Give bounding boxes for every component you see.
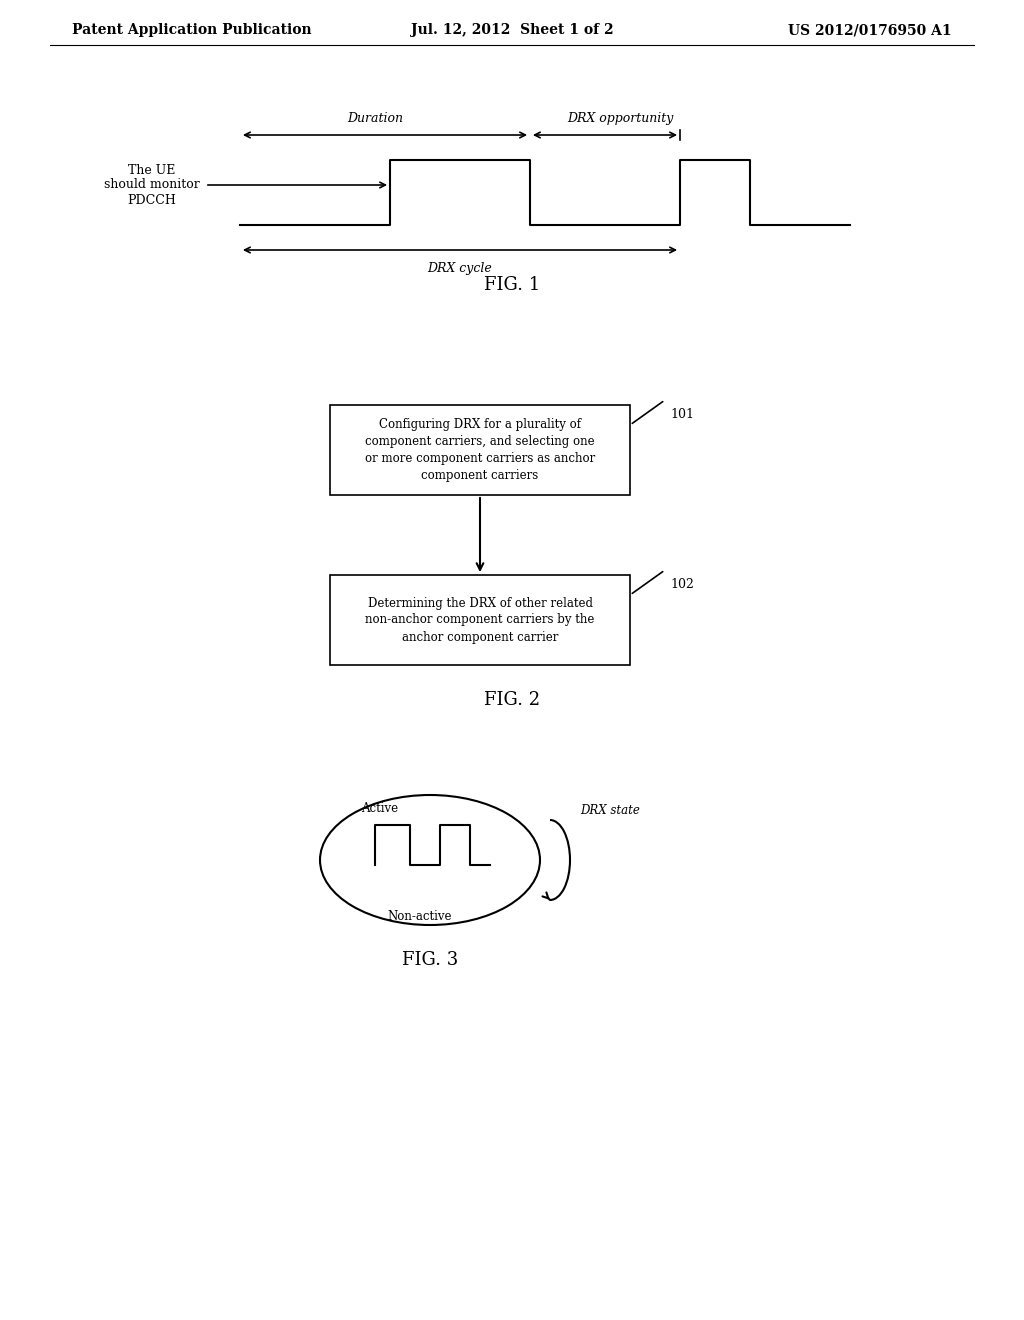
Text: Non-active: Non-active [388,909,453,923]
Text: US 2012/0176950 A1: US 2012/0176950 A1 [788,22,952,37]
Text: 101: 101 [670,408,694,421]
Text: Patent Application Publication: Patent Application Publication [72,22,311,37]
FancyBboxPatch shape [330,405,630,495]
Text: Determining the DRX of other related
non-anchor component carriers by the
anchor: Determining the DRX of other related non… [366,597,595,644]
Text: Duration: Duration [347,112,403,125]
Text: The UE
should monitor
PDCCH: The UE should monitor PDCCH [104,164,200,206]
Text: Active: Active [361,803,398,814]
Text: DRX cycle: DRX cycle [428,261,493,275]
Text: FIG. 3: FIG. 3 [401,950,458,969]
Text: Jul. 12, 2012  Sheet 1 of 2: Jul. 12, 2012 Sheet 1 of 2 [411,22,613,37]
FancyBboxPatch shape [330,576,630,665]
Text: Configuring DRX for a plurality of
component carriers, and selecting one
or more: Configuring DRX for a plurality of compo… [365,418,595,482]
Text: 102: 102 [670,578,694,591]
Text: DRX state: DRX state [580,804,640,817]
Ellipse shape [319,795,540,925]
Text: DRX opportunity: DRX opportunity [567,112,673,125]
Text: FIG. 1: FIG. 1 [484,276,540,294]
Text: FIG. 2: FIG. 2 [484,690,540,709]
